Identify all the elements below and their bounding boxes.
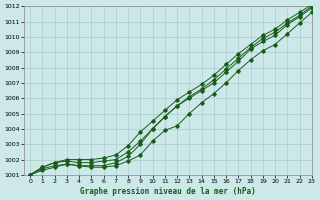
X-axis label: Graphe pression niveau de la mer (hPa): Graphe pression niveau de la mer (hPa) bbox=[80, 187, 256, 196]
